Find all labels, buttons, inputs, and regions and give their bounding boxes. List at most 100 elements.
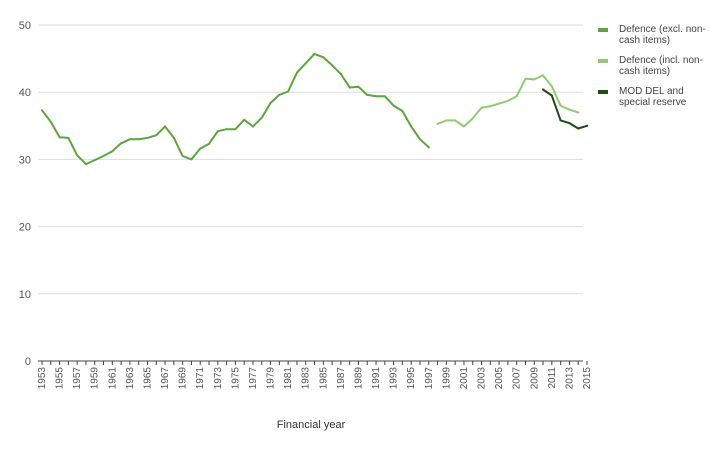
data-point <box>67 136 70 139</box>
x-tick-label: 1975 <box>230 367 241 390</box>
data-point <box>568 108 571 111</box>
y-tick-label: 10 <box>19 289 31 301</box>
data-point <box>146 136 149 139</box>
data-point <box>418 138 421 141</box>
data-point <box>577 111 580 114</box>
data-point <box>58 136 61 139</box>
data-point <box>401 110 404 113</box>
x-tick-label: 1967 <box>160 367 171 390</box>
x-tick-label: 2003 <box>477 367 488 390</box>
x-tick-label: 2007 <box>512 367 523 390</box>
x-tick-label: 1959 <box>90 367 101 390</box>
data-point <box>102 155 105 158</box>
legend-label-defence-excl: Defence (excl. non-cash items) <box>619 24 706 46</box>
data-point <box>84 163 87 166</box>
legend-label-defence-incl: Defence (incl. non-cash items) <box>619 55 703 77</box>
legend-swatch-mod-del <box>598 90 608 94</box>
gridlines <box>38 24 583 362</box>
data-point <box>234 128 237 131</box>
x-tick-label: 1981 <box>283 367 294 390</box>
data-point <box>120 142 123 145</box>
x-tick-label: 1953 <box>37 367 48 390</box>
data-point <box>498 102 501 105</box>
x-tick-label: 1991 <box>371 367 382 390</box>
x-tick-label: 2015 <box>582 367 593 390</box>
x-tick-label: 1973 <box>213 367 224 390</box>
y-tick-label: 30 <box>19 154 31 166</box>
data-point <box>357 85 360 88</box>
data-point <box>515 95 518 98</box>
y-tick-label: 20 <box>19 222 31 234</box>
x-tick-label: 2011 <box>547 367 558 389</box>
data-point <box>269 101 272 104</box>
data-point <box>225 128 228 131</box>
data-point <box>577 127 580 130</box>
data-point <box>366 93 369 96</box>
x-tick-label: 2009 <box>529 367 540 390</box>
data-point <box>375 95 378 98</box>
x-tick-label: 1957 <box>72 367 83 390</box>
x-tick-label: 1969 <box>178 367 189 390</box>
data-point <box>260 116 263 119</box>
data-point <box>128 138 131 141</box>
x-tick-label: 2005 <box>494 367 505 390</box>
data-point <box>137 138 140 141</box>
data-point <box>208 142 211 145</box>
x-tick-label: 2013 <box>564 367 575 390</box>
data-point <box>49 120 52 123</box>
data-point <box>436 122 439 125</box>
legend-item-defence-incl: Defence (incl. non-cash items) <box>598 55 708 77</box>
data-point <box>462 125 465 128</box>
data-point <box>410 125 413 128</box>
data-point <box>524 77 527 80</box>
data-point <box>76 154 79 157</box>
data-point <box>190 158 193 161</box>
data-point <box>559 119 562 122</box>
x-tick-label: 1999 <box>441 367 452 390</box>
data-point <box>216 130 219 133</box>
data-point <box>586 124 588 127</box>
legend: Defence (excl. non-cash items) Defence (… <box>598 24 708 117</box>
data-point <box>164 125 167 128</box>
x-tick-label: 1985 <box>318 367 329 390</box>
x-tick-label: 1993 <box>389 367 400 390</box>
x-tick-label: 1997 <box>424 367 435 390</box>
legend-item-defence-excl: Defence (excl. non-cash items) <box>598 24 708 46</box>
data-point <box>295 71 298 74</box>
x-tick-label: 1987 <box>336 367 347 390</box>
x-tick-label: 1979 <box>266 367 277 390</box>
x-tick-label: 1983 <box>301 367 312 390</box>
data-point <box>251 125 254 128</box>
data-point <box>322 56 325 59</box>
data-point <box>155 134 158 137</box>
data-point <box>392 104 395 107</box>
data-point <box>533 78 536 81</box>
x-tick-label: 1961 <box>107 367 118 390</box>
y-axis-ticks: 0 10 20 30 40 50 <box>19 20 31 368</box>
y-tick-label: 40 <box>19 87 31 99</box>
data-point <box>199 147 202 150</box>
x-tick-label: 1971 <box>195 367 206 390</box>
x-tick-label: 2001 <box>459 367 470 390</box>
data-point <box>331 64 334 67</box>
series-line-0 <box>41 52 430 166</box>
data-point <box>480 106 483 109</box>
data-point <box>471 117 474 120</box>
data-point <box>542 74 545 77</box>
data-point <box>427 146 430 149</box>
data-point <box>550 94 553 97</box>
x-tick-label: 1963 <box>125 367 136 390</box>
series-lines <box>41 52 588 166</box>
data-point <box>181 155 184 158</box>
x-axis-label: Financial year <box>277 419 346 431</box>
data-point <box>313 52 316 55</box>
data-point <box>454 119 457 122</box>
data-point <box>542 88 545 91</box>
legend-swatch-defence-incl <box>598 59 608 63</box>
legend-item-mod-del: MOD DEL and special reserve <box>598 86 708 108</box>
series-line-2 <box>542 88 588 130</box>
x-tick-label: 1977 <box>248 367 259 390</box>
x-tick-label: 1965 <box>142 367 153 390</box>
data-point <box>489 105 492 108</box>
